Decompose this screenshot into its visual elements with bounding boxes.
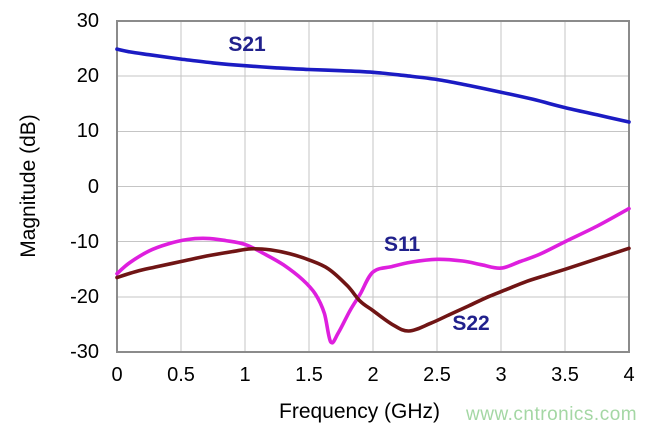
curve-label-s11: S11	[383, 232, 421, 256]
x-tick-label: 3.5	[551, 364, 579, 386]
y-tick-label: 20	[76, 65, 99, 88]
x-tick-label: 3	[495, 364, 507, 386]
x-tick-label: 0	[111, 364, 123, 386]
x-tick-label: 4	[623, 364, 635, 386]
x-axis-title: Frequency (GHz)	[279, 400, 441, 423]
x-tick-label: 2	[367, 364, 379, 386]
y-tick-label: -30	[70, 341, 99, 363]
y-tick-label: 10	[76, 120, 99, 143]
x-tick-label: 2.5	[423, 364, 451, 386]
curve-label-s21: S21	[228, 32, 266, 56]
y-tick-label: -10	[70, 230, 99, 253]
watermark-text: www.cntronics.com	[466, 404, 638, 425]
x-tick-label: 0.5	[167, 364, 195, 386]
curve-label-s22: S22	[452, 311, 490, 335]
plot-border	[116, 20, 630, 353]
y-tick-label: 0	[87, 175, 99, 198]
x-tick-label: 1.5	[295, 364, 323, 386]
y-tick-label: -20	[70, 285, 99, 308]
x-tick-label: 1	[239, 364, 251, 386]
curve-s21	[115, 47, 631, 124]
curve-s11	[115, 206, 631, 345]
y-tick-label: 30	[76, 10, 99, 32]
curve-s22	[115, 246, 631, 333]
